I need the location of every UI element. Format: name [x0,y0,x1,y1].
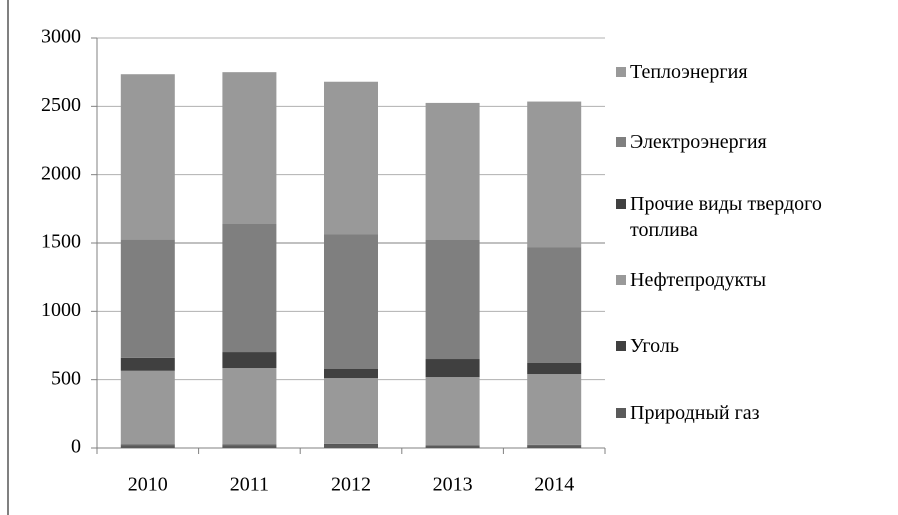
bar-segment [425,239,480,360]
y-tick-label: 500 [51,367,81,389]
bar-segment [425,377,480,446]
bar-segment [527,445,582,448]
legend-swatch [616,137,626,147]
bar-segment [222,445,277,448]
bar-segment [527,101,582,248]
x-tick-label: 2011 [230,474,269,496]
x-tick-label: 2010 [128,474,168,496]
legend-label: Теплоэнергия [630,61,748,83]
legend-swatch [616,408,626,418]
bar-segment [527,374,582,445]
bar-segment [324,369,378,379]
bar-segment [324,444,378,448]
y-tick-label: 2000 [41,162,81,184]
legend-label: Электроэнергия [630,131,767,153]
bar-segment [425,102,480,240]
legend-swatch [616,275,626,285]
y-tick-label: 1000 [41,299,81,321]
bar-segment [120,357,175,371]
bar-segment [120,370,175,445]
legend-item: Природный газ [616,400,886,426]
legend-item: Электроэнергия [616,129,886,155]
legend-label: Уголь [630,335,679,357]
legend-item: Уголь [616,333,886,359]
bar-segment [425,359,480,378]
bar-segment [222,352,277,369]
y-tick-label: 3000 [41,26,81,48]
legend-label: Нефтепродукты [630,269,767,291]
bar-segment [222,444,277,446]
y-tick-label: 0 [71,436,81,458]
x-tick-label: 2013 [433,474,473,496]
bar-segment [324,234,378,370]
legend-swatch [616,67,626,77]
bar-segment [324,378,378,444]
bar-segment [324,443,378,445]
bar-segment [527,362,582,375]
legend-item: Нефтепродукты [616,267,886,293]
legend-item: Прочие виды твердого топлива [616,191,886,243]
y-tick-label: 1500 [41,231,81,253]
legend-swatch [616,199,626,209]
legend-swatch [616,341,626,351]
bar-segment [120,444,175,446]
bar-segment [120,74,175,240]
x-tick-label: 2014 [534,474,574,496]
bar-segment [425,445,480,448]
bar-segment [222,224,277,353]
bar-segment [120,445,175,448]
legend-item: Теплоэнергия [616,59,886,85]
bar-segment [527,247,582,363]
legend-label: Прочие виды твердого топлива [630,193,822,241]
bar-segment [222,368,277,445]
bar-segment [120,239,175,358]
y-tick-label: 2500 [41,94,81,116]
legend-label: Природный газ [630,402,760,424]
bar-segment [324,81,378,235]
bar-segment [222,72,277,225]
x-tick-label: 2012 [331,474,371,496]
